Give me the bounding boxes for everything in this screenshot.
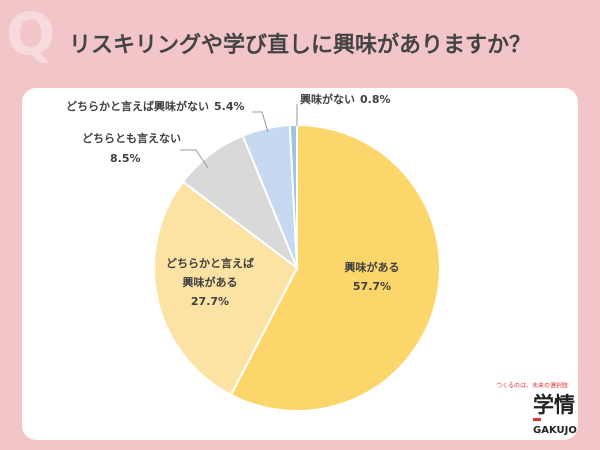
logo-en: GAKUJO — [533, 425, 577, 436]
slice-label: どちらかと言えば興味がある — [166, 257, 254, 289]
slice-label-block: どちらかと言えば興味がある 27.7% — [164, 254, 256, 311]
value-label: 8.5% — [110, 152, 141, 165]
value-label: 5.4% — [214, 100, 245, 113]
pie-slice — [229, 123, 441, 412]
slice-label: どちらとも言えない — [82, 131, 181, 145]
value-label: 0.8% — [360, 93, 391, 106]
chart-title: リスキリングや学び直しに興味がありますか？ — [69, 32, 531, 58]
value-label: 57.7% — [353, 280, 391, 293]
pie-slice — [153, 180, 299, 397]
slice-label: 興味がある — [345, 260, 400, 274]
slice-label-group: どちらかと言えば興味がない 5.4% — [66, 99, 245, 113]
watermark: Q — [6, 0, 55, 68]
logo-bar — [533, 418, 541, 421]
value-label: 27.7% — [190, 295, 230, 308]
leader-line — [180, 149, 209, 169]
leader-line — [252, 111, 269, 133]
tagline: つくるのは、未来の選択肢 — [496, 382, 568, 390]
slice-label-group: 興味がない 0.8% — [300, 92, 391, 106]
slice-label: 興味がない — [300, 92, 355, 106]
logo: 学情 — [533, 393, 575, 417]
slice-label: どちらかと言えば興味がない — [66, 99, 209, 113]
